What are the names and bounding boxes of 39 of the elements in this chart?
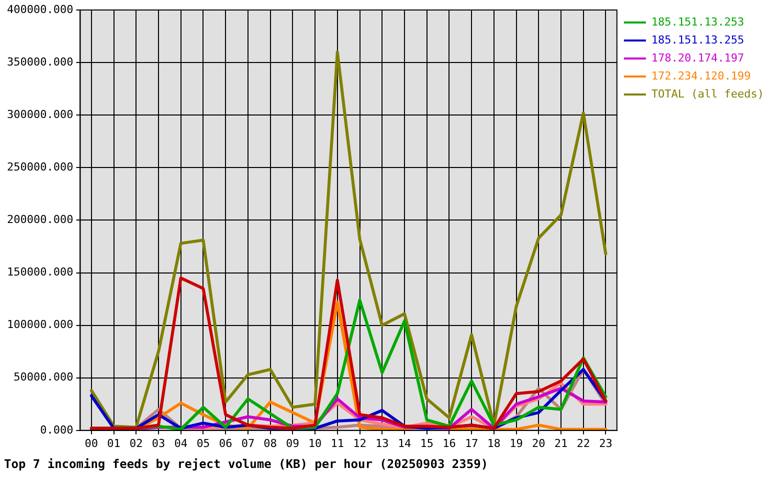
x-tick-label: 12 — [353, 436, 366, 450]
x-tick-label: 01 — [107, 436, 120, 450]
y-tick-label: 150000.000 — [6, 266, 74, 279]
x-tick-label: 21 — [554, 436, 568, 450]
x-tick-label: 10 — [308, 436, 322, 450]
y-tick-label: 250000.000 — [6, 160, 74, 174]
x-tick-label: 02 — [130, 436, 143, 450]
y-tick-label: 300000.000 — [6, 108, 74, 121]
legend-label: 172.234.120.199 — [651, 69, 751, 82]
legend-label: 185.151.13.255 — [651, 33, 744, 46]
x-tick-label: 19 — [510, 436, 523, 450]
x-tick-label: 14 — [398, 436, 412, 450]
x-tick-label: 16 — [442, 436, 456, 450]
legend-label: 185.151.13.253 — [651, 15, 744, 28]
y-tick-label: 50000.000 — [14, 370, 74, 384]
x-tick-label: 18 — [487, 436, 501, 450]
x-tick-label: 11 — [330, 436, 344, 450]
y-tick-label: 0.000 — [40, 423, 74, 436]
legend-label: 178.20.174.197 — [651, 51, 744, 64]
y-tick-label: 400000.000 — [6, 2, 74, 16]
y-tick-label: 200000.000 — [6, 213, 74, 226]
x-tick-label: 17 — [464, 436, 478, 450]
x-tick-label: 20 — [532, 436, 546, 450]
x-tick-label: 23 — [599, 436, 612, 450]
y-tick-label: 100000.000 — [6, 318, 74, 332]
text: Top 7 incoming feeds by reject volume (KB) per hour (20250903 2359) — [4, 456, 488, 471]
x-tick-label: 08 — [264, 436, 277, 450]
x-tick-label: 04 — [174, 436, 188, 450]
x-tick-label: 03 — [152, 436, 166, 450]
x-tick-label: 09 — [286, 436, 300, 450]
x-tick-label: 06 — [218, 436, 232, 450]
x-tick-label: 15 — [420, 436, 434, 450]
x-tick-label: 00 — [84, 436, 98, 450]
x-tick-label: 07 — [241, 436, 255, 450]
legend-label: TOTAL (all feeds) — [651, 87, 764, 100]
y-tick-label: 350000.000 — [6, 55, 74, 68]
x-tick-label: 22 — [576, 436, 590, 450]
x-tick-label: 13 — [375, 436, 389, 450]
x-tick-label: 05 — [196, 436, 210, 450]
